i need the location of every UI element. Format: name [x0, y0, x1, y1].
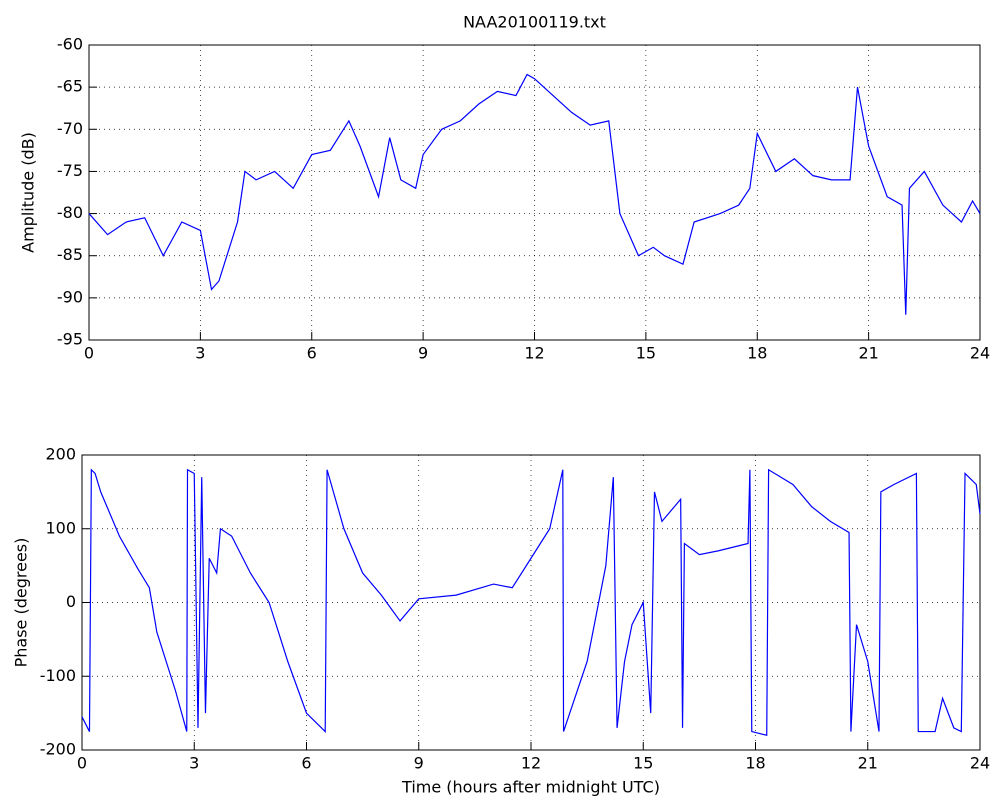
x-tick-label: 6 [307, 344, 317, 363]
x-tick-label: 18 [747, 344, 767, 363]
axes-frame [81, 454, 981, 751]
x-tick-label: 24 [970, 754, 990, 773]
x-tick-label: 3 [189, 754, 199, 773]
x-tick-label: 18 [745, 754, 765, 773]
x-tick-label: 12 [524, 344, 544, 363]
y-tick-label: -85 [57, 245, 83, 264]
x-tick-label: 6 [301, 754, 311, 773]
y-tick-label: -200 [40, 740, 76, 759]
y-tick-label: -100 [40, 666, 76, 685]
y-tick-label: -75 [57, 161, 83, 180]
y-tick-label: -70 [57, 119, 83, 138]
y-tick-label: -60 [57, 35, 83, 54]
x-tick-label: 9 [414, 754, 424, 773]
y-tick-label: -90 [57, 287, 83, 306]
x-tick-label: 15 [636, 344, 656, 363]
data-line [88, 73, 981, 315]
y-tick-label: 200 [45, 445, 76, 464]
y-tick-label: 0 [66, 592, 76, 611]
y-tick-label: -65 [57, 77, 83, 96]
data-line [81, 468, 981, 737]
x-axis-label: Time (hours after midnight UTC) [401, 778, 660, 797]
x-tick-label: 21 [858, 344, 878, 363]
y-tick-label: 100 [45, 518, 76, 537]
x-tick-label: 15 [633, 754, 653, 773]
x-tick-label: 24 [970, 344, 990, 363]
x-tick-label: 3 [195, 344, 205, 363]
y-tick-label: -80 [57, 203, 83, 222]
x-tick-label: 0 [77, 754, 87, 773]
x-tick-label: 9 [418, 344, 428, 363]
chart-title: NAA20100119.txt [463, 13, 606, 32]
y-axis-label: Amplitude (dB) [19, 132, 38, 253]
y-axis-label: Phase (degrees) [12, 538, 31, 668]
x-tick-label: 12 [521, 754, 541, 773]
x-tick-label: 0 [84, 344, 94, 363]
y-tick-label: -95 [57, 330, 83, 349]
axes-frame [88, 44, 981, 341]
x-tick-label: 21 [858, 754, 878, 773]
